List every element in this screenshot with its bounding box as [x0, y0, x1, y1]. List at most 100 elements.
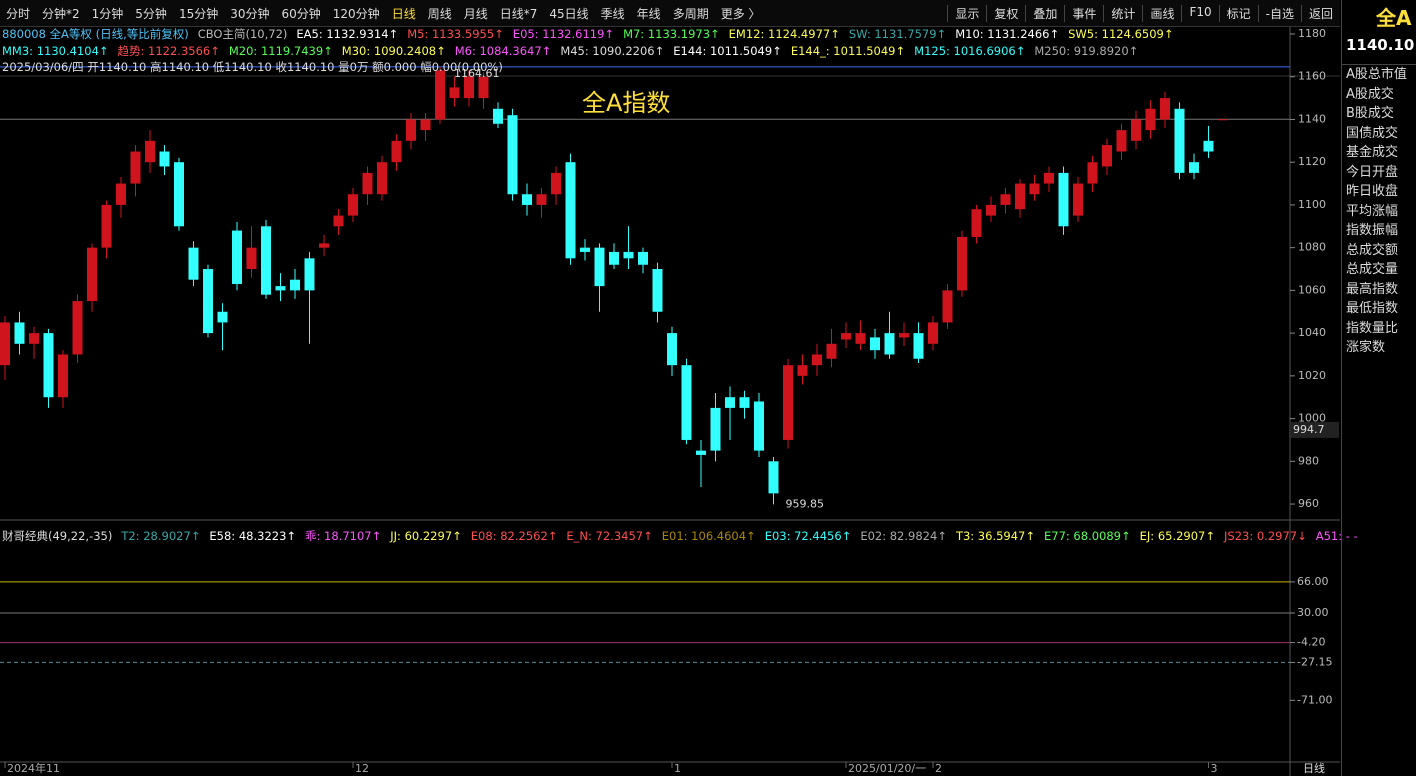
legend-item: E01: 106.4604↑ — [661, 529, 756, 543]
candle-body — [290, 279, 300, 291]
candle-body — [1073, 183, 1083, 216]
period-tab[interactable]: 多周期 — [672, 6, 709, 21]
candle-body — [145, 140, 155, 163]
legend-item: MM3: 1130.4104↑ — [2, 44, 109, 58]
info-item[interactable]: 指数振幅 — [1346, 223, 1399, 238]
legend-row: 2025/03/06/四 开1140.10 高1140.10 低1140.10 … — [2, 59, 512, 75]
legend-item: JS23: 0.2977↓ — [1224, 529, 1307, 543]
candle-body — [1160, 98, 1170, 120]
info-item[interactable]: 最高指数 — [1346, 281, 1399, 297]
toolbar: 分时 分钟*2 1分钟 5分钟 15分钟 30分钟 60分钟 120分钟 日线 周线 月线 日线*7 4… — [0, 0, 1340, 27]
cursor-price: 994.7 — [1293, 423, 1325, 436]
candle-body — [986, 204, 996, 216]
action-tab[interactable]: 标记 — [1218, 4, 1258, 22]
action-tab[interactable]: 显示 — [947, 4, 986, 22]
period-tab[interactable]: 分时 — [6, 6, 31, 21]
candle-body — [536, 194, 547, 205]
candle-body — [232, 230, 242, 284]
y-tick-label: 1040 — [1298, 326, 1326, 339]
candle-body — [1029, 183, 1040, 195]
candle-body — [319, 243, 329, 248]
candle-body — [841, 333, 851, 340]
legend-item: EM12: 1124.4977↑ — [728, 27, 840, 41]
y-tick-label: 960 — [1298, 497, 1319, 510]
candle-body — [652, 269, 663, 312]
period-tab[interactable]: 年线 — [636, 6, 661, 21]
period-tab[interactable]: 季线 — [600, 6, 625, 21]
x-tick-label: 1 — [674, 762, 681, 775]
candle-body — [580, 247, 590, 252]
info-item[interactable]: B股成交 — [1346, 106, 1394, 121]
action-tab[interactable]: 返回 — [1300, 4, 1340, 22]
info-item[interactable]: 总成交额 — [1346, 242, 1399, 258]
period-tab[interactable]: 日线*7 — [499, 6, 538, 21]
candle-body — [681, 365, 692, 440]
candle-body — [1015, 183, 1025, 210]
info-item[interactable]: 平均涨幅 — [1346, 203, 1399, 219]
legend-item: E144: 1011.5049↑ — [673, 44, 782, 58]
candle-body — [623, 251, 634, 259]
candle-body — [478, 76, 489, 99]
candle-body — [1058, 172, 1069, 227]
period-tab[interactable]: 周线 — [427, 6, 452, 21]
info-item[interactable]: A股成交 — [1346, 86, 1394, 102]
legend-item: E02: 82.9824↑ — [860, 529, 947, 543]
period-tab[interactable]: 45日线 — [549, 6, 589, 21]
legend-item: M30: 1090.2408↑ — [341, 44, 446, 58]
y-tick-label: 1060 — [1298, 283, 1326, 296]
period-tab[interactable]: 更多 〉 — [720, 6, 761, 21]
info-item[interactable]: 昨日收盘 — [1346, 184, 1399, 199]
period-tab[interactable]: 60分钟 — [281, 6, 321, 21]
info-item[interactable]: 国债成交 — [1346, 125, 1399, 141]
info-item[interactable]: 指数量比 — [1346, 320, 1399, 336]
y-tick-label: 1100 — [1298, 198, 1326, 211]
y-tick-label: 980 — [1298, 454, 1319, 467]
action-tabs: 显示 复权 叠加 事件 统计 画线 F10 标记 -自选 返回 — [947, 4, 1340, 22]
action-tab[interactable]: 画线 — [1142, 4, 1181, 22]
legend-item: E77: 68.0089↑ — [1044, 529, 1131, 543]
period-tab[interactable]: 5分钟 — [135, 6, 167, 21]
info-item[interactable]: 今日开盘 — [1346, 164, 1399, 180]
legend-item: JJ: 60.2297↑ — [390, 529, 462, 543]
candle-body — [739, 397, 750, 408]
info-item[interactable]: A股总市值 — [1346, 67, 1407, 82]
legend-item: T2: 28.9027↑ — [121, 529, 201, 543]
info-item[interactable]: 涨家数 — [1346, 340, 1386, 355]
legend-item: M20: 1119.7439↑ — [228, 44, 333, 58]
action-tab[interactable]: 统计 — [1103, 4, 1142, 22]
legend-item: SW5: 1124.6509↑ — [1068, 27, 1174, 41]
legend-item: E05: 1132.6119↑ — [512, 27, 615, 41]
candle-body — [870, 337, 880, 351]
period-tab[interactable]: 1分钟 — [91, 6, 124, 21]
period-tab[interactable]: 分钟*2 — [42, 6, 80, 21]
candle-body — [928, 322, 938, 344]
period-tab[interactable]: 120分钟 — [332, 6, 380, 21]
candle-body — [725, 397, 735, 408]
candle-body — [507, 115, 518, 195]
candle-body — [565, 162, 576, 259]
x-tick-label: 12 — [355, 762, 369, 775]
candle-body — [942, 290, 953, 323]
period-tab[interactable]: 15分钟 — [178, 6, 219, 21]
legend-item: 趋势: 1122.3566↑ — [117, 44, 220, 58]
info-item[interactable]: 基金成交 — [1346, 145, 1399, 160]
action-tab[interactable]: 事件 — [1064, 4, 1103, 22]
info-item[interactable]: 总成交量 — [1346, 262, 1399, 277]
y-tick-label: 66.00 — [1297, 575, 1329, 588]
info-item[interactable]: 最低指数 — [1346, 301, 1399, 316]
action-tab[interactable]: -自选 — [1257, 4, 1301, 22]
action-tab[interactable]: 叠加 — [1025, 4, 1064, 22]
legend-item: EA5: 1132.9314↑ — [296, 27, 399, 41]
y-tick-label: 1120 — [1298, 155, 1326, 168]
candle-body — [667, 333, 677, 366]
candle-body — [913, 333, 924, 359]
action-tab[interactable]: 复权 — [986, 4, 1025, 22]
candle-body — [362, 172, 373, 195]
period-tab[interactable]: 月线 — [463, 6, 488, 21]
candle-body — [14, 322, 25, 344]
period-tab[interactable]: 30分钟 — [230, 6, 270, 21]
candle-body — [0, 322, 10, 366]
period-tab[interactable]: 日线 — [391, 6, 416, 21]
action-tab[interactable]: F10 — [1181, 4, 1218, 22]
y-tick-label: 1000 — [1298, 412, 1326, 425]
